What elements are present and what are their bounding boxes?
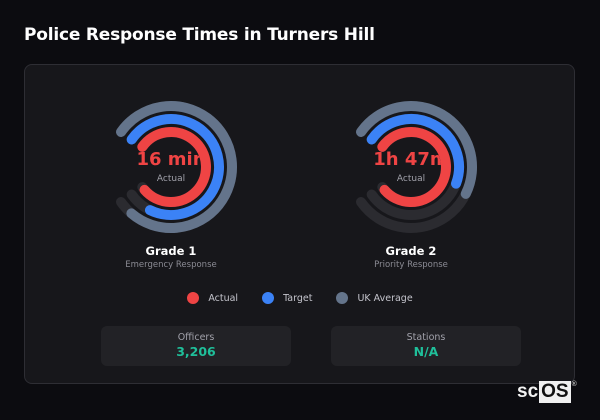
gauge-grade-2-label: Grade 2 Priority Response: [331, 244, 491, 270]
stat-stations: Stations N/A: [331, 326, 521, 366]
grade-title: Grade 2: [385, 244, 437, 258]
gauge-arc-uk-average: [116, 101, 237, 233]
gauge-grade-2: 1h 47m Actual: [341, 97, 481, 237]
registered-mark-icon: ®: [571, 381, 577, 388]
gauge-arc-uk-average: [356, 100, 477, 199]
actual-label: Actual: [396, 174, 426, 184]
scos-logo: sc OS ®: [517, 381, 577, 403]
gauge-arc-target: [126, 114, 224, 220]
gauge-arc-actual: [137, 127, 211, 207]
logo-prefix: sc: [517, 381, 539, 402]
page-title: Police Response Times in Turners Hill: [24, 25, 375, 45]
grade-description: Priority Response: [374, 260, 448, 270]
stat-label: Stations: [406, 332, 446, 343]
gauge-grade-1: 16 min Actual: [101, 97, 241, 237]
legend-label: Actual: [208, 292, 239, 304]
gauge-grade-1-label: Grade 1 Emergency Response: [91, 244, 251, 270]
grade-description: Emergency Response: [125, 260, 217, 270]
radial-chart: [356, 100, 477, 233]
stat-value: N/A: [413, 344, 439, 359]
gauge-arc-actual: [377, 127, 451, 207]
actual-value: 16 min: [136, 149, 206, 170]
actual-dot-icon: [187, 292, 200, 304]
uk-average-dot-icon: [336, 292, 349, 304]
radial-chart: [116, 101, 237, 233]
stat-officers: Officers 3,206: [101, 326, 291, 366]
stat-value: 3,206: [176, 344, 216, 359]
actual-label: Actual: [156, 174, 186, 184]
legend-item-actual: Actual: [187, 292, 238, 304]
legend-item-uk-average: UK Average: [336, 292, 413, 304]
target-dot-icon: [262, 292, 275, 304]
legend-item-target: Target: [262, 292, 312, 304]
gauge-arc-target: [366, 114, 464, 189]
logo-boxed: OS: [539, 381, 571, 403]
legend-label: UK Average: [357, 292, 413, 304]
grade-title: Grade 1: [145, 244, 197, 258]
stat-label: Officers: [177, 332, 215, 343]
chart-legend: Actual Target UK Average: [0, 292, 600, 304]
legend-label: Target: [283, 292, 313, 304]
actual-value: 1h 47m: [373, 149, 449, 170]
